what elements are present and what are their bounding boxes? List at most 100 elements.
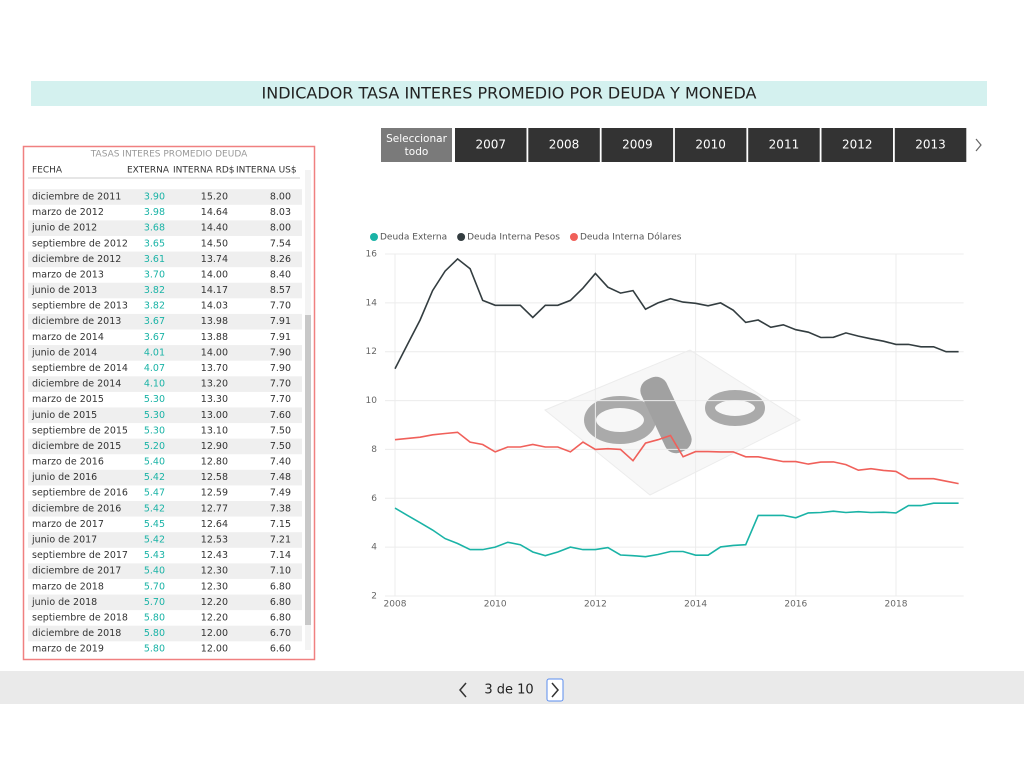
table-cell: 14.00 xyxy=(201,347,228,358)
table-cell: 7.91 xyxy=(270,316,291,327)
table-cell: 7.50 xyxy=(270,425,291,436)
legend-label: Deuda Externa xyxy=(380,233,447,243)
table-cell: 12.59 xyxy=(201,488,228,499)
table-cell: diciembre de 2012 xyxy=(32,254,121,265)
x-tick-label: 2014 xyxy=(684,600,707,610)
table-title: TASAS INTERES PROMEDIO DEUDA xyxy=(90,150,248,160)
legend-marker xyxy=(569,233,578,241)
table-cell: 5.30 xyxy=(144,394,165,405)
table-cell: 3.67 xyxy=(144,316,165,327)
row-shade xyxy=(28,563,302,579)
table-cell: 4.10 xyxy=(144,379,165,390)
y-tick-label: 4 xyxy=(371,543,377,553)
row-shade xyxy=(28,594,302,611)
y-tick-label: 2 xyxy=(371,592,377,602)
column-header: EXTERNA xyxy=(127,166,170,176)
table-cell: junio de 2015 xyxy=(31,410,97,421)
slicer-button[interactable] xyxy=(748,128,820,162)
slicer-button[interactable] xyxy=(674,128,747,162)
row-shade xyxy=(28,282,302,299)
column-header: INTERNA US$ xyxy=(236,166,297,176)
y-tick-label: 6 xyxy=(371,494,377,504)
table-cell: 5.43 xyxy=(144,550,165,561)
table-cell: 7.15 xyxy=(270,519,291,530)
table-cell: 5.80 xyxy=(144,644,165,655)
table-cell: 14.03 xyxy=(201,301,228,312)
table-cell: 5.42 xyxy=(144,534,165,545)
table-cell: 5.40 xyxy=(144,566,165,577)
table-cell: 12.77 xyxy=(201,503,228,514)
table-cell: 8.00 xyxy=(270,223,291,234)
row-shade xyxy=(28,407,302,424)
table-cell: 12.20 xyxy=(201,612,228,623)
row-shade xyxy=(28,625,302,642)
table-cell: 14.64 xyxy=(201,207,228,218)
legend-label: Deuda Interna Pesos xyxy=(467,233,560,243)
header-title: INDICADOR TASA INTERES PROMEDIO POR DEUD… xyxy=(262,84,757,103)
slicer-next[interactable] xyxy=(975,138,982,152)
table-cell: septiembre de 2017 xyxy=(32,550,128,561)
slicer-label: 2011 xyxy=(769,138,800,152)
table-cell: 13.00 xyxy=(201,410,228,421)
table-cell: junio de 2018 xyxy=(31,597,97,608)
table-cell: diciembre de 2013 xyxy=(32,316,121,327)
table-cell: 7.40 xyxy=(270,457,291,468)
slicer-button[interactable] xyxy=(455,128,527,162)
table-cell: marzo de 2014 xyxy=(32,332,104,343)
decorative-image xyxy=(544,349,802,496)
row-shade xyxy=(28,376,302,392)
row-shade xyxy=(28,313,302,330)
table-cell: 7.70 xyxy=(270,301,291,312)
legend-label: Deuda Interna Dólares xyxy=(580,232,682,243)
table-cell: 7.54 xyxy=(270,238,291,249)
table-cell: junio de 2016 xyxy=(31,472,97,483)
slicer-button[interactable] xyxy=(381,128,452,162)
table-cell: 4.07 xyxy=(144,363,165,374)
table-cell: 12.90 xyxy=(201,441,228,452)
y-tick-label: 10 xyxy=(366,396,378,406)
table-cell: 12.00 xyxy=(201,628,228,639)
table-cell: 8.57 xyxy=(270,285,291,296)
table-cell: marzo de 2015 xyxy=(32,394,104,405)
scrollbar-thumb[interactable] xyxy=(305,315,311,625)
table-cell: 6.80 xyxy=(270,597,291,608)
pager-label: 3 de 10 xyxy=(484,683,533,698)
table-cell: 13.88 xyxy=(201,332,228,343)
y-tick-label: 14 xyxy=(366,298,378,308)
slicer-button[interactable] xyxy=(894,128,967,162)
table-cell: diciembre de 2016 xyxy=(32,503,121,514)
table-cell: 13.98 xyxy=(201,316,228,327)
table-cell: 12.53 xyxy=(201,534,228,545)
next-page[interactable] xyxy=(551,682,559,698)
table-cell: 12.43 xyxy=(201,550,228,561)
table-cell: 3.82 xyxy=(144,301,165,312)
table-cell: 7.90 xyxy=(270,347,291,358)
table-cell: 5.70 xyxy=(144,581,165,592)
table-cell: 3.98 xyxy=(144,207,165,218)
table-cell: diciembre de 2011 xyxy=(32,192,121,203)
row-shade xyxy=(28,220,302,236)
slicer-button[interactable] xyxy=(528,128,600,162)
table-cell: junio de 2012 xyxy=(31,223,97,234)
table-cell: 5.30 xyxy=(144,425,165,436)
table-cell: 7.49 xyxy=(270,488,291,499)
x-tick-label: 2016 xyxy=(784,600,807,610)
next-page-box[interactable] xyxy=(546,678,564,702)
table-cell: 3.61 xyxy=(144,254,165,265)
table-cell: marzo de 2018 xyxy=(32,581,104,592)
table-cell: 5.80 xyxy=(144,628,165,639)
table-cell: 12.20 xyxy=(201,597,228,608)
table-cell: 5.42 xyxy=(144,503,165,514)
table-cell: 5.20 xyxy=(144,441,165,452)
table-cell: 7.48 xyxy=(270,472,291,483)
prev-page[interactable] xyxy=(459,682,467,698)
slicer-button[interactable] xyxy=(821,128,894,162)
table-cell: junio de 2014 xyxy=(31,347,97,358)
row-shade xyxy=(28,189,302,205)
table-cell: 5.70 xyxy=(144,597,165,608)
table-cell: 7.21 xyxy=(270,534,291,545)
table-cell: 5.42 xyxy=(144,472,165,483)
table-cell: 3.90 xyxy=(144,192,165,203)
slicer-button[interactable] xyxy=(601,128,674,162)
row-shade xyxy=(28,501,302,517)
